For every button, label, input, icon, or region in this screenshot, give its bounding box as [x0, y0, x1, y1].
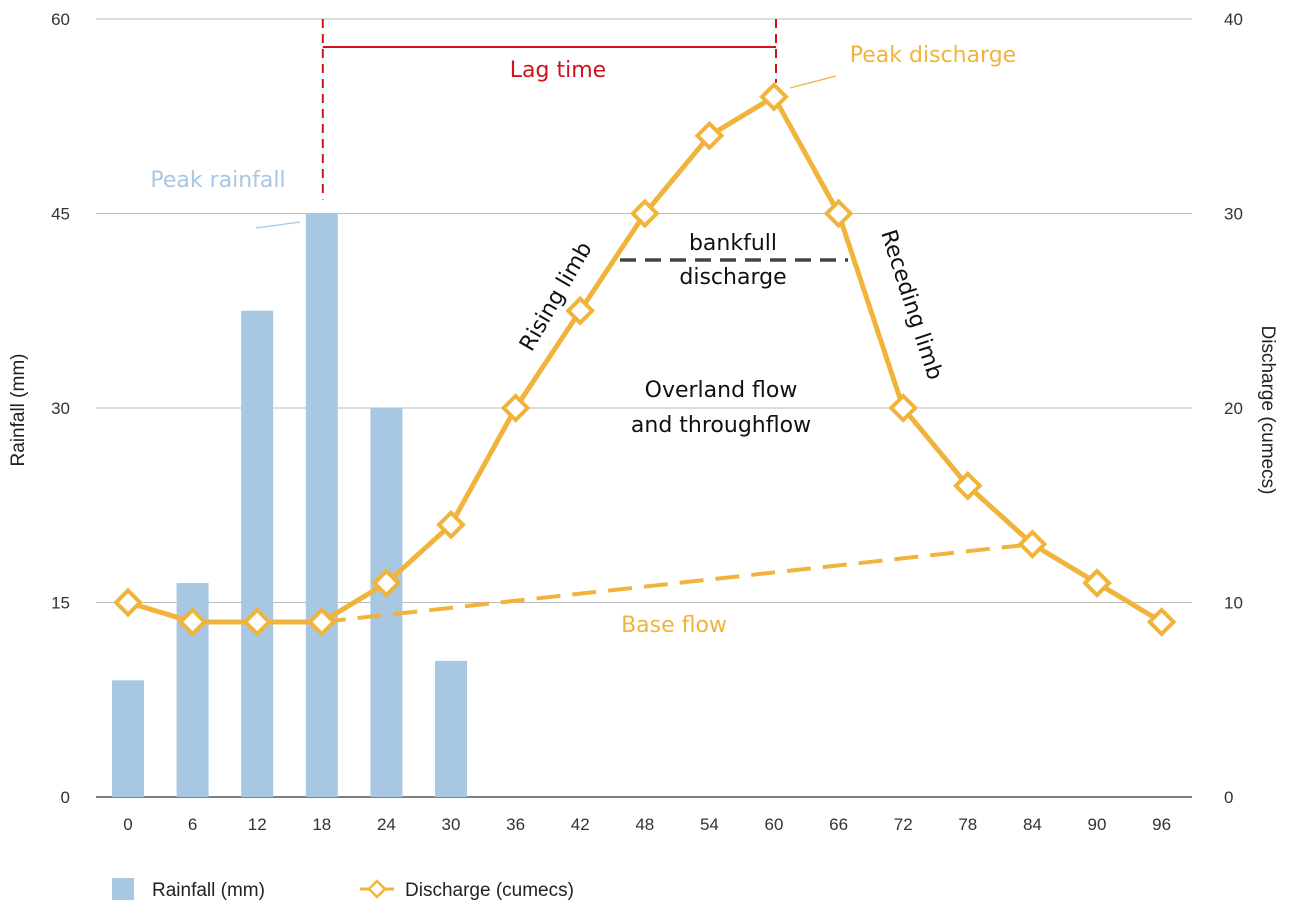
- legend: Rainfall (mm) Discharge (cumecs): [112, 878, 574, 901]
- x-axis-tick-label: 66: [829, 815, 848, 834]
- x-axis-tick-label: 42: [571, 815, 590, 834]
- left-axis-tick-label: 30: [51, 399, 70, 418]
- x-axis-tick-label: 24: [377, 815, 396, 834]
- x-axis-tick-label: 0: [123, 815, 132, 834]
- peak-rainfall-label: Peak rainfall: [150, 168, 285, 193]
- discharge-point-marker: [177, 607, 208, 637]
- x-axis-tick-label: 84: [1023, 815, 1042, 834]
- right-axis-title: Discharge (cumecs): [1257, 326, 1278, 495]
- discharge-point-marker: [500, 393, 531, 423]
- x-axis-tick-label: 78: [958, 815, 977, 834]
- rainfall-bar: [305, 213, 338, 797]
- x-axis-tick-label: 30: [442, 815, 461, 834]
- rainfall-bar: [241, 310, 274, 797]
- legend-discharge-marker: [367, 879, 387, 899]
- right-axis-ticks: 0 10 20 30 40: [1224, 10, 1243, 807]
- rainfall-bar: [370, 408, 403, 797]
- x-axis-tick-label: 48: [635, 815, 654, 834]
- discharge-point-marker: [629, 198, 660, 229]
- rainfall-bars: [112, 213, 467, 797]
- x-axis-tick-label: 96: [1152, 815, 1171, 834]
- discharge-point-marker: [1082, 568, 1112, 598]
- discharge-point-marker: [952, 470, 983, 501]
- discharge-point-marker: [1017, 529, 1048, 559]
- discharge-point-marker: [306, 607, 337, 637]
- overland-flow-label-line2: and throughflow: [631, 413, 811, 438]
- x-axis-tick-label: 90: [1088, 815, 1107, 834]
- discharge-point-marker: [113, 587, 143, 618]
- rising-limb-label: Rising limb: [515, 238, 597, 356]
- peak-discharge-leader: [789, 75, 837, 89]
- x-axis-tick-label: 36: [506, 815, 525, 834]
- left-axis-tick-label: 0: [61, 788, 70, 807]
- discharge-point-marker: [1146, 607, 1177, 637]
- discharge-point-marker: [242, 607, 273, 637]
- base-flow-label: Base flow: [621, 613, 727, 638]
- lag-time-marker: [321, 19, 777, 200]
- lag-time-label: Lag time: [510, 58, 606, 83]
- gridlines: [96, 18, 1192, 798]
- right-axis-tick-label: 0: [1224, 788, 1233, 807]
- x-axis-tick-label: 60: [765, 815, 784, 834]
- legend-rainfall-label: Rainfall (mm): [152, 880, 265, 901]
- right-axis-tick-label: 20: [1224, 399, 1243, 418]
- discharge-point-marker: [823, 198, 854, 229]
- x-axis-tick-label: 12: [248, 815, 267, 834]
- discharge-point-marker: [888, 393, 919, 423]
- x-axis-tick-label: 72: [894, 815, 913, 834]
- x-axis-tick-label: 6: [188, 815, 197, 834]
- discharge-series: [113, 81, 1177, 637]
- discharge-point-marker: [371, 568, 402, 598]
- right-axis-tick-label: 30: [1224, 205, 1243, 224]
- bankfull-label-line2: discharge: [679, 265, 786, 290]
- discharge-point-marker: [759, 81, 789, 112]
- bankfull-label-line1: bankfull: [689, 231, 777, 256]
- left-axis-tick-label: 60: [51, 10, 70, 29]
- discharge-point-marker: [436, 509, 466, 540]
- overland-flow-label-line1: Overland flow: [645, 378, 798, 403]
- right-axis-tick-label: 40: [1224, 10, 1243, 29]
- left-axis-tick-label: 15: [51, 594, 70, 613]
- legend-rainfall-swatch: [112, 878, 134, 900]
- base-flow-dashed-line: [321, 542, 1033, 624]
- peak-rainfall-leader: [255, 221, 301, 229]
- right-axis-tick-label: 10: [1224, 594, 1243, 613]
- left-axis-ticks: 0 15 30 45 60: [51, 10, 70, 807]
- left-axis-tick-label: 45: [51, 205, 70, 224]
- rainfall-bar: [112, 680, 144, 797]
- x-axis-tick-label: 18: [312, 815, 331, 834]
- rainfall-bar: [435, 660, 467, 797]
- x-axis-tick-label: 54: [700, 815, 719, 834]
- legend-discharge-label: Discharge (cumecs): [405, 880, 574, 901]
- base-flow-line: [321, 542, 1033, 624]
- peak-discharge-label: Peak discharge: [850, 43, 1016, 68]
- discharge-point-marker: [694, 120, 725, 151]
- left-axis-title: Rainfall (mm): [8, 354, 29, 467]
- discharge-point-marker: [565, 295, 596, 326]
- x-axis-ticks: 0 6 12 18 24 30 36 42 48 54 60 66 72 78 84 90 96: [123, 815, 1171, 834]
